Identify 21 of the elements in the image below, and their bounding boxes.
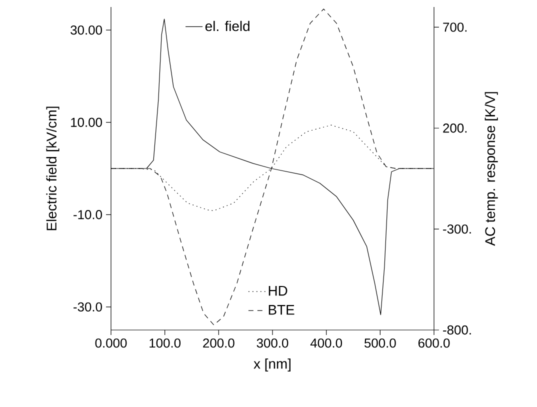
y-tick-label: -10.0	[74, 210, 102, 220]
x-tick-label: 500.0	[364, 338, 396, 348]
x-tick-label: 0.000	[95, 338, 127, 348]
y2-axis-title: AC temp. response [K/V]	[484, 92, 498, 246]
y-tick-label: 30.00	[70, 25, 102, 35]
x-tick-label: 600.0	[418, 338, 450, 348]
y2-tick-label: 700.	[443, 22, 467, 32]
y-tick-label: -30.0	[74, 302, 102, 312]
y-axis-title: Electric field [kV/cm]	[46, 106, 60, 230]
x-tick-label: 400.0	[310, 338, 342, 348]
y2-tick-label: -800.	[443, 325, 471, 335]
y2-tick-label: 200.	[443, 124, 467, 133]
x-tick-label: 100.0	[150, 338, 181, 348]
x-tick-label: 300.0	[256, 338, 288, 348]
legend-label: HD	[268, 286, 288, 296]
x-tick-label: 200.0	[203, 338, 234, 348]
legend-label: el. field	[205, 20, 250, 32]
y2-tick-label: -300.	[443, 224, 471, 234]
y-tick-label: 10.00	[71, 118, 102, 127]
x-axis-title: x [nm]	[254, 358, 290, 372]
legend-label: BTE	[268, 305, 294, 315]
